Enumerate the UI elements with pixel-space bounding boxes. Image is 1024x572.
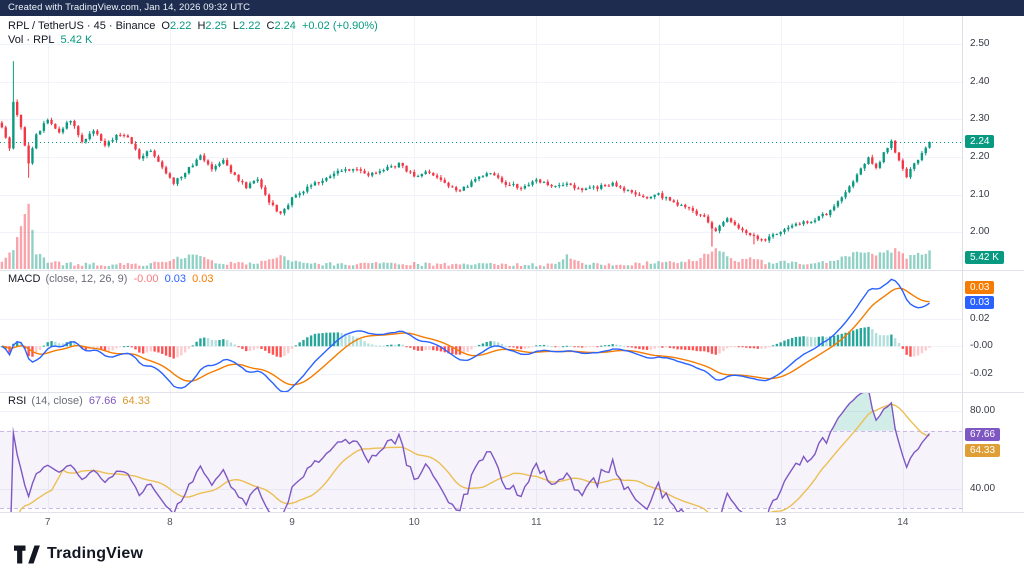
price-value-badge: 5.42 K (965, 250, 1004, 264)
axis-tick-label: 2.40 (970, 75, 990, 87)
macd-chart-canvas[interactable] (0, 270, 962, 392)
axis-tick-label: -0.02 (970, 367, 993, 379)
pane-separator (0, 512, 1024, 513)
time-axis-label: 12 (652, 517, 665, 528)
axis-tick-label: 2.00 (970, 226, 990, 238)
axis-tick-label: 40.00 (970, 482, 996, 494)
axis-tick-label: 2.10 (970, 188, 990, 200)
axis-tick-label: 80.00 (970, 405, 996, 417)
axis-tick-label: 2.50 (970, 38, 990, 50)
rsi-chart-canvas[interactable] (0, 392, 962, 512)
chart-area[interactable] (0, 16, 962, 512)
time-axis-label: 8 (167, 517, 173, 528)
rsi-value-badge: 67.66 (965, 428, 1001, 442)
axis-tick-label: 0.02 (970, 312, 990, 324)
axis-tick-label: 2.20 (970, 151, 990, 163)
time-axis[interactable]: 7 8 9 10 11 12 13 14 (0, 512, 962, 536)
price-scale-axis[interactable]: 2.50 2.40 2.30 2.20 2.10 2.00 0.02 -0.00 -0.02 80… (962, 16, 1024, 512)
macd-value-badge: 0.03 (965, 296, 995, 310)
banner-text: Created with TradingView.com, Jan 14, 20… (8, 2, 251, 13)
time-axis-label: 10 (408, 517, 420, 528)
time-axis-label: 13 (775, 517, 787, 528)
snapshot-banner: Created with TradingView.com, Jan 14, 20… (0, 0, 1024, 16)
macd-value-badge: 0.03 (965, 281, 995, 295)
time-axis-label: 9 (289, 517, 295, 528)
footer: TradingView (0, 536, 1024, 572)
time-axis-label: 11 (531, 517, 542, 528)
time-axis-label: 14 (897, 517, 909, 528)
time-axis-label: 7 (44, 517, 51, 528)
pane-separator (0, 270, 1024, 271)
brand-name[interactable]: TradingView (47, 545, 144, 562)
axis-tick-label: 2.30 (970, 113, 990, 125)
price-chart-canvas[interactable] (0, 16, 962, 270)
pane-separator (0, 392, 1024, 393)
rsi-value-badge: 64.33 (965, 444, 1001, 458)
tradingview-logo-icon[interactable] (14, 544, 40, 565)
price-value-badge: 2.24 (965, 135, 995, 149)
axis-tick-label: -0.00 (970, 340, 993, 352)
